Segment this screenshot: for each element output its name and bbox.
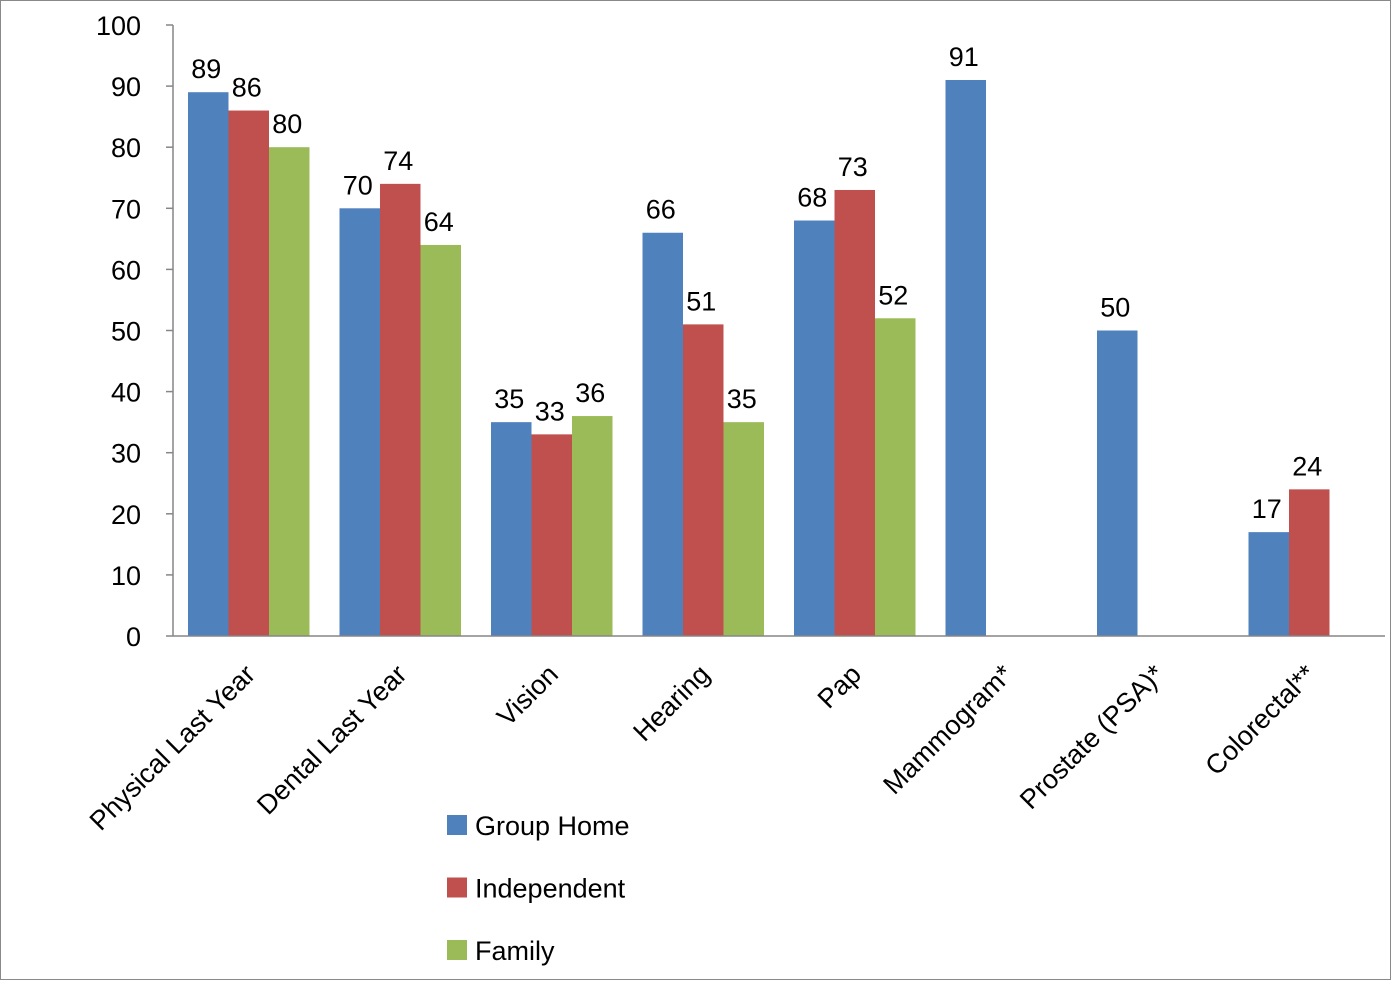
bar-family [875,318,916,636]
x-category-label: Colorectal** [1199,659,1321,781]
y-tick-label: 80 [111,133,141,163]
x-category-label: Physical Last Year [84,659,261,836]
bars [188,79,1330,637]
legend-swatch-family [447,940,467,960]
bar-group-home [188,92,229,636]
data-label: 86 [232,73,262,103]
x-category-label: Hearing [627,659,715,747]
data-label: 66 [646,195,676,225]
bar-independent [228,110,269,637]
y-tick-label: 0 [126,622,141,652]
x-category-label: Pap [812,659,867,714]
data-label: 64 [424,207,454,237]
data-label: 50 [1100,293,1130,323]
bar-independent [380,183,421,637]
y-tick-label: 100 [96,11,141,41]
x-category-label: Prostate (PSA)* [1014,659,1170,815]
data-label: 74 [383,146,413,176]
legend-swatch-independent [447,877,467,898]
x-category-label: Mammogram* [877,659,1018,800]
data-label: 80 [272,109,302,139]
data-label: 73 [838,152,868,182]
y-tick-label: 20 [111,500,141,530]
data-label: 33 [535,396,565,426]
y-tick-label: 60 [111,255,141,285]
bar-family [572,416,613,636]
bar-independent [683,324,724,636]
y-axis: 0 10 20 30 40 50 60 70 80 90 100 [96,11,174,652]
bar-independent [1289,489,1330,636]
bar-group-home [945,79,986,637]
y-tick-label: 90 [111,72,141,102]
y-tick-label: 70 [111,194,141,224]
data-label: 91 [949,42,979,72]
data-labels: 89 86 80 70 74 64 35 33 36 66 51 35 68 73 52 91 50 17 24 [191,42,1322,524]
bar-group-home [491,422,532,636]
legend-label: Independent [475,874,626,904]
legend: Group Home Independent Family [447,811,630,966]
data-label: 35 [727,384,757,414]
data-label: 70 [343,170,373,200]
data-label: 17 [1252,494,1282,524]
data-label: 51 [686,286,716,316]
bar-group-home [642,232,683,637]
data-label: 24 [1292,451,1322,481]
legend-swatch-group-home [447,815,467,835]
y-tick-label: 40 [111,378,141,408]
bar-independent [531,434,572,636]
x-category-label: Dental Last Year [251,659,412,820]
legend-label: Group Home [475,811,630,841]
bar-group-home [339,208,380,637]
data-label: 52 [878,280,908,310]
y-tick-label: 30 [111,439,141,469]
data-label: 89 [191,54,221,84]
bar-independent [834,189,875,636]
data-label: 36 [575,378,605,408]
bar-family [723,422,764,636]
legend-label: Family [475,936,555,966]
data-label: 35 [494,384,524,414]
bar-group-home [1248,532,1289,636]
bar-group-home [794,220,835,636]
y-tick-label: 10 [111,561,141,591]
bar-group-home [1097,330,1138,636]
x-category-label: Vision [491,659,564,732]
y-tick-label: 50 [111,317,141,347]
bar-family [420,244,461,636]
data-label: 68 [797,183,827,213]
bar-family [269,147,310,636]
